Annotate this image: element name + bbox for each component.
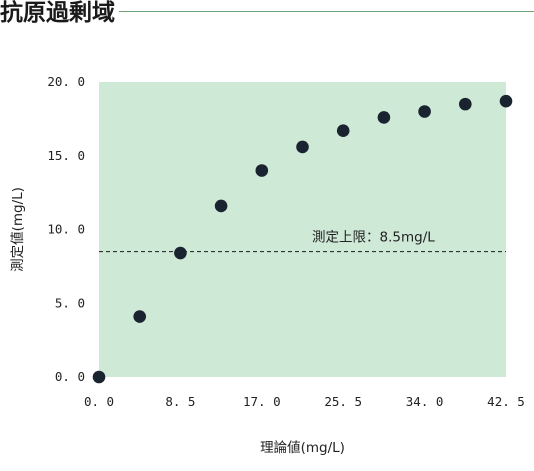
x-tick-label: 0. 0 — [84, 394, 114, 409]
data-point — [255, 164, 269, 177]
y-tick-label: 0. 0 — [55, 369, 85, 384]
y-tick-label: 15. 0 — [47, 148, 85, 163]
plot-area — [99, 82, 506, 377]
reference-line-label: 測定上限：8.5mg/L — [312, 230, 435, 246]
x-axis-title: 理論値(mg/L) — [260, 440, 345, 456]
x-axis-ticks: 0. 0 8. 5 17. 0 25. 5 34. 0 42. 5 — [84, 394, 525, 409]
data-point — [133, 310, 146, 323]
x-tick-label: 17. 0 — [243, 394, 281, 409]
data-point — [214, 199, 228, 213]
data-point — [459, 97, 472, 111]
data-point — [499, 94, 513, 108]
x-tick-label: 42. 5 — [487, 394, 525, 409]
data-point — [92, 370, 106, 384]
data-points — [92, 94, 513, 384]
x-tick-label: 34. 0 — [406, 394, 444, 409]
y-axis-title: 測定値(mg/L) — [10, 187, 26, 272]
y-tick-label: 5. 0 — [55, 295, 85, 310]
heading-rule — [0, 11, 534, 12]
data-point — [174, 246, 187, 260]
y-axis-ticks: 0. 0 5. 0 10. 0 15. 0 20. 0 — [47, 74, 85, 384]
data-point — [377, 111, 391, 124]
y-tick-label: 10. 0 — [47, 222, 85, 237]
y-tick-label: 20. 0 — [47, 74, 85, 89]
data-point — [418, 105, 431, 118]
x-tick-label: 25. 5 — [324, 394, 362, 409]
data-point — [296, 140, 309, 154]
data-point — [336, 124, 350, 137]
x-tick-label: 8. 5 — [165, 394, 195, 409]
page-title: 抗原過剰域 — [0, 0, 119, 26]
